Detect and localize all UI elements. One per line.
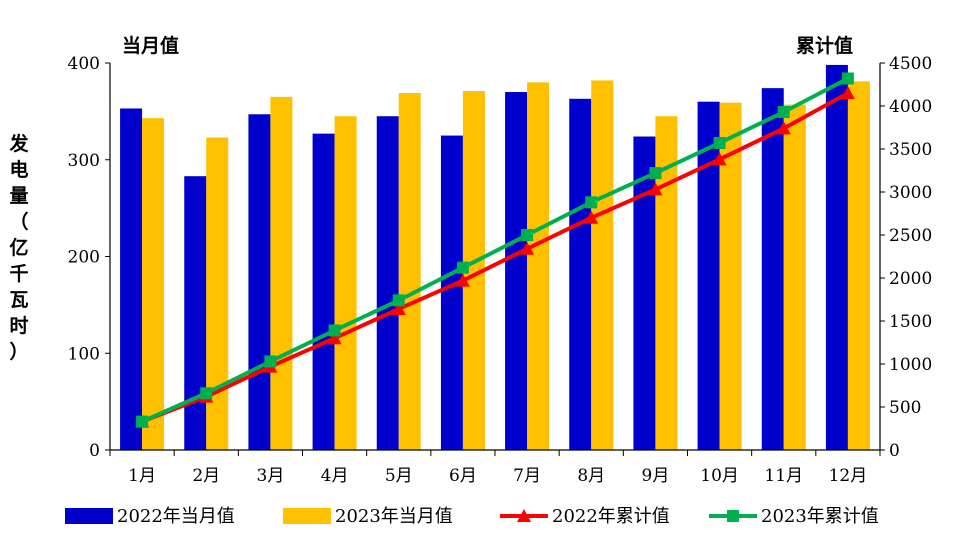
point-2022年累计值-11月: [776, 121, 791, 135]
legend-label: 2023年当月值: [335, 506, 453, 527]
point-2022年累计值-12月: [840, 86, 855, 100]
y-axis-label: 发电量（亿千瓦时）: [8, 132, 29, 363]
bar-2-1月: [142, 118, 165, 451]
bar-2-11月: [783, 104, 806, 450]
bar-2-8月: [591, 80, 614, 450]
right-axis-title: 累计值: [796, 34, 853, 57]
point-2023年累计值-2月: [200, 387, 213, 400]
left-tick-label: 0: [89, 441, 100, 461]
x-tick-label: 5月: [385, 466, 413, 486]
bar-1-2月: [184, 176, 207, 450]
right-tick-label: 500: [889, 398, 921, 418]
left-axis-title: 当月值: [122, 34, 179, 57]
point-2023年累计值-6月: [456, 261, 469, 274]
right-tick-label: 1000: [889, 355, 932, 375]
point-2023年累计值-1月: [136, 415, 149, 428]
point-2022年累计值-8月: [584, 210, 599, 224]
point-2023年累计值-7月: [521, 229, 534, 241]
point-2022年累计值-9月: [648, 182, 663, 196]
legend-label: 2022年累计值: [552, 506, 670, 527]
point-2023年累计值-11月: [777, 106, 790, 119]
x-tick-label: 3月: [257, 466, 285, 486]
bar-2-4月: [334, 116, 357, 451]
bar-2-2月: [206, 137, 229, 450]
bar-2-9月: [655, 116, 678, 451]
right-tick-label: 3500: [889, 140, 932, 160]
legend: 2022年当月值 2023年当月值 2022年累计值 2023年累计值: [65, 506, 879, 527]
right-tick-label: 4500: [889, 54, 932, 74]
bar-1-9月: [633, 136, 656, 450]
bar-1-7月: [505, 92, 528, 451]
x-tick-label: 12月: [829, 466, 868, 486]
legend-marker: [727, 510, 739, 522]
x-tick-label: 10月: [700, 466, 739, 486]
point-2022年累计值-6月: [455, 273, 470, 287]
bar-1-1月: [120, 108, 143, 450]
left-tick-label: 300: [68, 151, 100, 171]
point-2022年累计值-10月: [712, 152, 727, 166]
point-2023年累计值-4月: [328, 324, 341, 337]
x-tick-label: 11月: [764, 466, 803, 486]
bar-2-12月: [847, 81, 870, 450]
legend-label: 2023年累计值: [761, 506, 879, 527]
bar-2-3月: [270, 96, 293, 451]
point-2022年累计值-7月: [520, 241, 535, 255]
legend-swatch-2023年当月值: [283, 508, 331, 524]
bar-2-6月: [462, 91, 485, 451]
left-tick-label: 200: [68, 248, 100, 268]
x-tick-label: 4月: [321, 466, 349, 486]
bar-1-6月: [440, 135, 463, 450]
line-2022年累计值: [141, 91, 849, 424]
x-tick-label: 2月: [192, 466, 220, 486]
bar-2-10月: [719, 102, 742, 450]
right-tick-label: 3000: [889, 183, 932, 203]
bar-2-5月: [398, 92, 421, 451]
point-2023年累计值-5月: [392, 294, 405, 307]
point-2023年累计值-10月: [713, 136, 726, 149]
point-2023年累计值-9月: [649, 167, 662, 180]
right-tick-label: 4000: [889, 97, 932, 117]
right-tick-label: 1500: [889, 312, 932, 332]
bar-1-10月: [697, 101, 720, 450]
x-tick-label: 8月: [577, 466, 605, 486]
right-tick-label: 2500: [889, 226, 932, 246]
legend-marker: [517, 509, 531, 522]
point-2023年累计值-12月: [841, 72, 854, 85]
x-tick-label: 1月: [128, 466, 156, 486]
x-tick-label: 9月: [642, 466, 670, 486]
point-2023年累计值-8月: [585, 196, 598, 209]
legend-label: 2022年当月值: [117, 506, 235, 527]
x-tick-label: 6月: [449, 466, 477, 486]
bar-1-8月: [569, 98, 592, 451]
left-tick-label: 100: [68, 344, 100, 364]
right-tick-label: 0: [889, 441, 900, 461]
right-tick-label: 2000: [889, 269, 932, 289]
bar-2-7月: [527, 82, 550, 450]
x-tick-label: 7月: [513, 466, 541, 486]
axes-layer: 0100200300400050010001500200025003000350…: [68, 54, 933, 486]
bar-1-3月: [248, 114, 271, 450]
point-2022年累计值-4月: [327, 331, 342, 345]
bar-1-11月: [761, 88, 784, 450]
line-2023年累计值: [141, 76, 849, 424]
legend-swatch-2022年当月值: [65, 508, 113, 524]
point-2022年累计值-5月: [391, 301, 406, 315]
bar-1-5月: [376, 116, 399, 451]
point-2023年累计值-3月: [264, 355, 277, 368]
left-tick-label: 400: [68, 54, 100, 74]
lines-layer: [135, 72, 855, 428]
bar-1-12月: [825, 64, 848, 450]
bar-1-4月: [312, 133, 335, 450]
